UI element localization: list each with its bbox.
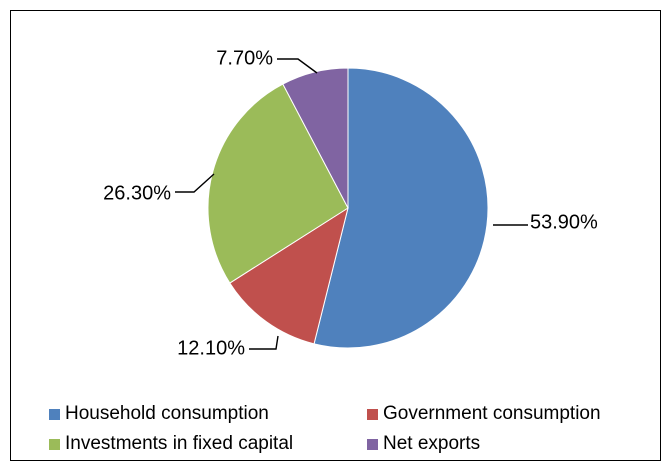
legend-item-household: Household consumption (49, 403, 367, 425)
legend-swatch-net-exports (367, 438, 378, 450)
data-label-1: 12.10% (177, 337, 245, 359)
legend-item-government: Government consumption (367, 403, 601, 425)
pie-slice-3 (282, 67, 349, 209)
chart-frame: 53.90% 12.10% 26.30% 7.70% Household consum… (10, 10, 661, 461)
leader-line-2 (175, 173, 215, 193)
data-label-2: 26.30% (103, 182, 171, 204)
legend-swatch-household (49, 408, 60, 420)
legend-item-investments: Investments in fixed capital (49, 433, 367, 455)
legend-label-investments: Investments in fixed capital (65, 433, 294, 454)
leader-line-3 (277, 58, 318, 74)
data-label-3: 7.70% (216, 47, 273, 69)
legend-item-net-exports: Net exports (367, 433, 480, 455)
data-label-0: 53.90% (530, 211, 598, 233)
leader-line-1 (249, 335, 279, 350)
legend-label-household: Household consumption (65, 403, 269, 424)
legend-swatch-investments (49, 438, 60, 450)
legend-label-net-exports: Net exports (383, 433, 481, 454)
pie-slice-2 (207, 83, 349, 284)
legend-swatch-government (367, 408, 378, 420)
legend-label-government: Government consumption (383, 403, 601, 424)
pie-chart: 53.90% 12.10% 26.30% 7.70% (103, 47, 598, 359)
pie-slice-0 (313, 67, 489, 349)
legend: Household consumption Government consump… (49, 399, 669, 459)
pie-slice-1 (229, 206, 349, 345)
